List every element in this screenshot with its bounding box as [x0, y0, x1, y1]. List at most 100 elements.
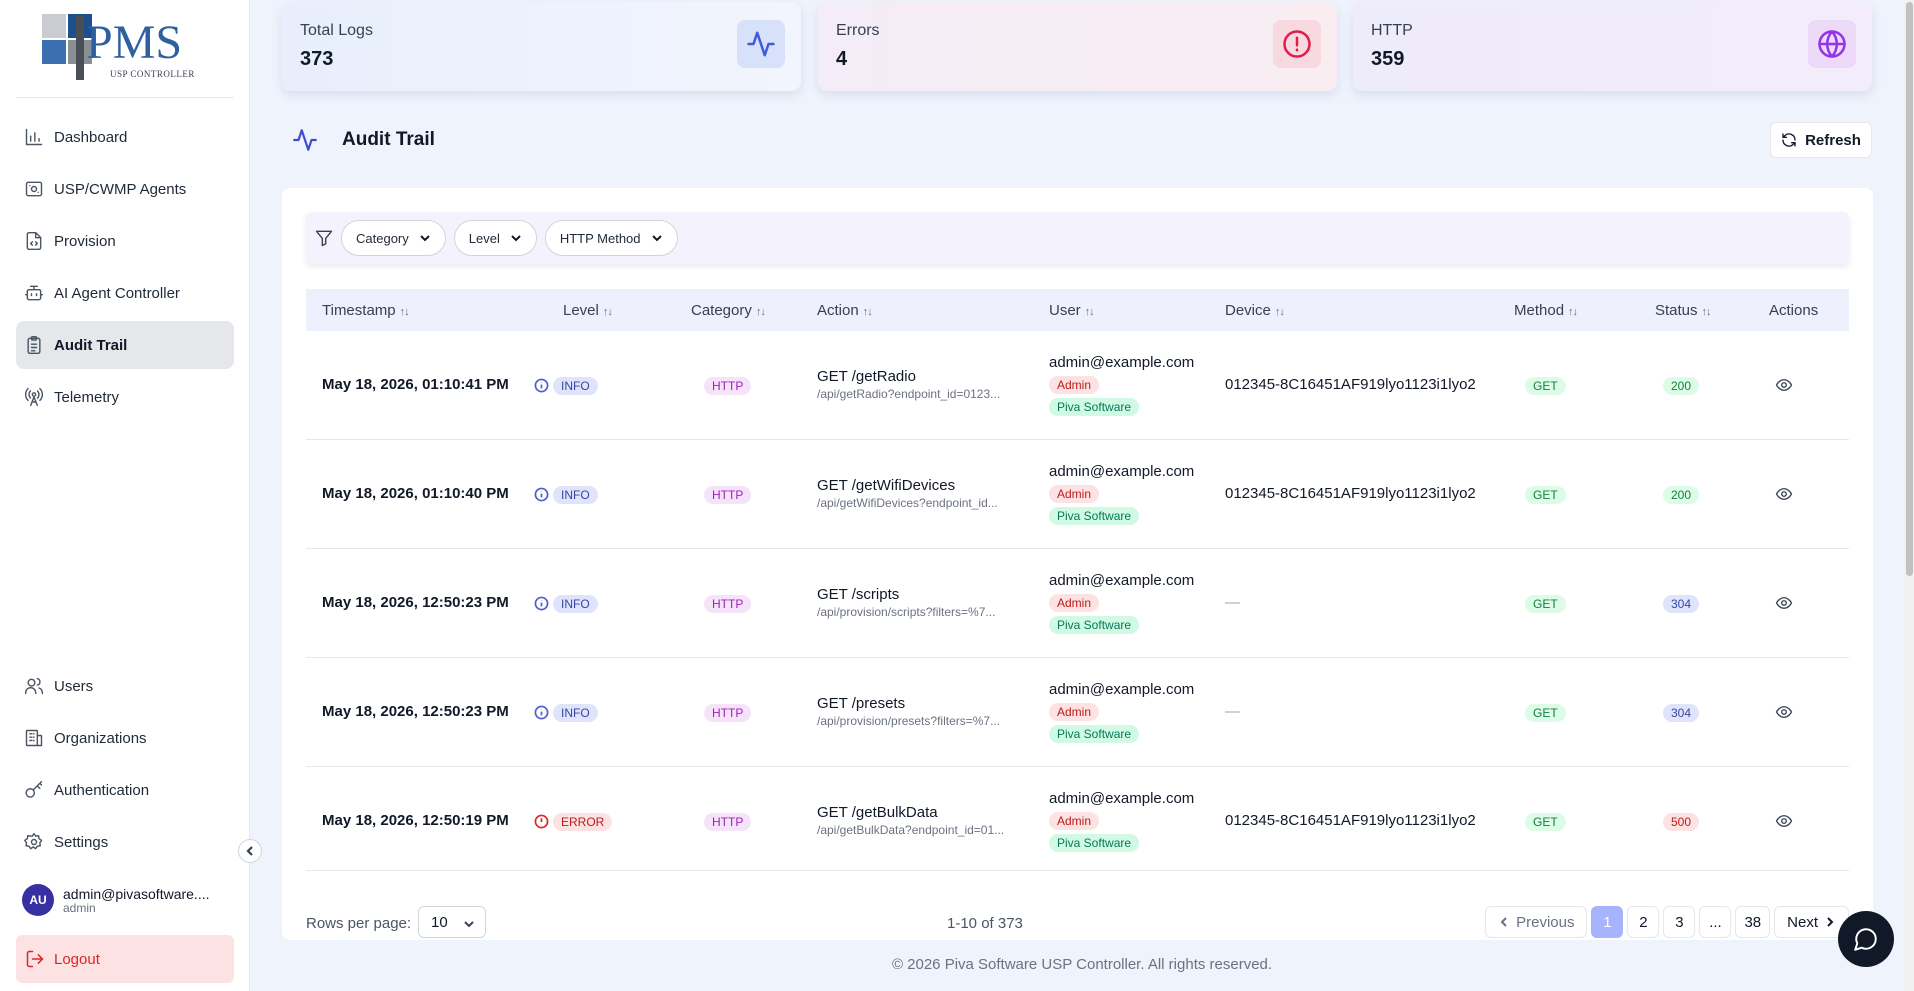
column-status[interactable]: Status ↑↓ [1655, 302, 1712, 319]
filter-label: Level [468, 230, 500, 246]
org-badge: Piva Software [1049, 616, 1140, 634]
key-icon [25, 780, 43, 798]
eye-icon[interactable] [1775, 594, 1793, 612]
column-user[interactable]: User ↑↓ [1049, 302, 1095, 319]
sidebar-item-telemetry[interactable]: Telemetry [16, 373, 234, 421]
device-id: — [1225, 594, 1240, 611]
device-id: — [1225, 703, 1240, 720]
rows-per-page-value: 10 [431, 913, 448, 931]
chevron-down-icon [464, 921, 474, 928]
refresh-button[interactable]: Refresh [1770, 122, 1872, 158]
role-badge: Admin [1049, 594, 1100, 612]
sidebar-item-provision[interactable]: Provision [16, 217, 234, 265]
stat-value: 373 [300, 48, 334, 70]
chevron-down-icon [651, 235, 662, 242]
category-badge: HTTP [704, 486, 752, 504]
sort-icon: ↑↓ [1084, 306, 1095, 318]
sidebar-item-authentication[interactable]: Authentication [16, 766, 234, 814]
page-button-38[interactable]: 38 [1735, 906, 1771, 938]
table-row[interactable]: May 18, 2026, 12:50:23 PM INFO HTTP GET … [306, 549, 1849, 658]
method: GET [1525, 595, 1566, 613]
column-device[interactable]: Device ↑↓ [1225, 302, 1285, 319]
chat-button[interactable] [1838, 911, 1894, 967]
sort-icon: ↑↓ [862, 306, 873, 318]
rows-per-page-select[interactable]: 10 [418, 906, 486, 938]
category-badge: HTTP [704, 813, 752, 831]
info-icon [534, 705, 549, 720]
stat-icon-box [1273, 20, 1321, 68]
page-header: Audit Trail Refresh [282, 122, 1872, 158]
column-action[interactable]: Action ↑↓ [817, 302, 873, 319]
action-title: GET /getRadio [817, 368, 916, 385]
sidebar-item-label: Telemetry [54, 388, 120, 406]
category-badge: HTTP [704, 704, 752, 722]
column-level[interactable]: Level ↑↓ [563, 302, 613, 319]
page-ellipsis: ... [1699, 906, 1732, 938]
action-path: /api/provision/presets?filters=%7... [817, 714, 1001, 728]
previous-button[interactable]: Previous [1485, 906, 1588, 938]
audit-panel: Category Level HTTP Method Timestamp ↑↓ L… [282, 188, 1873, 940]
column-method[interactable]: Method ↑↓ [1514, 302, 1578, 319]
eye-icon[interactable] [1775, 485, 1793, 503]
category: HTTP [704, 486, 752, 504]
logout-button[interactable]: Logout [16, 935, 234, 983]
sidebar-item-label: Users [54, 677, 94, 695]
stat-label: HTTP [1371, 22, 1413, 39]
category: HTTP [704, 704, 752, 722]
user-email: admin@example.com [1049, 572, 1195, 589]
timestamp: May 18, 2026, 12:50:19 PM [322, 812, 509, 829]
user-role: admin [63, 900, 96, 915]
eye-icon[interactable] [1775, 703, 1793, 721]
device-id: 012345-8C16451AF919lyo1123i1lyo2 [1225, 812, 1476, 829]
timestamp: May 18, 2026, 01:10:40 PM [322, 485, 509, 502]
column-label: Device [1225, 302, 1271, 319]
category: HTTP [704, 813, 752, 831]
stat-icon-box [737, 20, 785, 68]
activity-icon [747, 31, 775, 57]
chevron-left-icon [246, 846, 253, 856]
eye-icon[interactable] [1775, 812, 1793, 830]
sidebar-item-settings[interactable]: Settings [16, 818, 234, 866]
logo-subtitle: USP CONTROLLER [110, 69, 195, 79]
table-row[interactable]: May 18, 2026, 01:10:40 PM INFO HTTP GET … [306, 440, 1849, 549]
level-filter[interactable]: Level [453, 220, 537, 256]
user-profile[interactable]: AU admin@pivasoftware.... admin [22, 884, 232, 916]
http-method-filter[interactable]: HTTP Method [544, 220, 678, 256]
category-filter[interactable]: Category [341, 220, 446, 256]
table-row[interactable]: May 18, 2026, 12:50:23 PM INFO HTTP GET … [306, 658, 1849, 767]
status-badge: 304 [1663, 595, 1700, 613]
table-row[interactable]: May 18, 2026, 01:10:41 PM INFO HTTP GET … [306, 331, 1849, 440]
page-button-2[interactable]: 2 [1627, 906, 1660, 938]
globe-icon [1818, 30, 1846, 58]
collapse-sidebar-button[interactable] [238, 839, 262, 863]
sidebar-item-agents[interactable]: USP/CWMP Agents [16, 165, 234, 213]
sidebar-item-users[interactable]: Users [16, 662, 234, 710]
page-button-1[interactable]: 1 [1591, 906, 1624, 938]
sidebar-item-audit-trail[interactable]: Audit Trail [16, 321, 234, 369]
org-badge: Piva Software [1049, 398, 1140, 416]
action: GET /getBulkData /api/getBulkData?endpoi… [817, 804, 1017, 837]
page-button-3[interactable]: 3 [1663, 906, 1696, 938]
eye-icon[interactable] [1775, 376, 1793, 394]
category-badge: HTTP [704, 595, 752, 613]
user: admin@example.com Admin Piva Software [1049, 463, 1194, 525]
scrollbar-thumb[interactable] [1906, 2, 1913, 576]
pms-logo[interactable]: PMS USP CONTROLLER [40, 14, 210, 82]
sidebar-item-ai-agent[interactable]: AI Agent Controller [16, 269, 234, 317]
sidebar-item-label: Audit Trail [54, 336, 128, 354]
table-row[interactable]: May 18, 2026, 12:50:19 PM ERROR HTTP GET… [306, 767, 1849, 871]
stat-icon-box [1808, 20, 1856, 68]
column-timestamp[interactable]: Timestamp ↑↓ [322, 302, 410, 319]
role-badge: Admin [1049, 485, 1100, 503]
sidebar-item-dashboard[interactable]: Dashboard [16, 113, 234, 161]
activity-icon [293, 129, 317, 151]
user: admin@example.com Admin Piva Software [1049, 790, 1194, 852]
sidebar-item-organizations[interactable]: Organizations [16, 714, 234, 762]
action: GET /presets /api/provision/presets?filt… [817, 695, 1017, 728]
sidebar-item-label: USP/CWMP Agents [54, 180, 187, 198]
column-category[interactable]: Category ↑↓ [691, 302, 766, 319]
device-id: 012345-8C16451AF919lyo1123i1lyo2 [1225, 485, 1476, 502]
method-badge: GET [1525, 377, 1566, 395]
stat-value: 4 [836, 48, 848, 70]
level-badge: INFO [553, 595, 598, 613]
